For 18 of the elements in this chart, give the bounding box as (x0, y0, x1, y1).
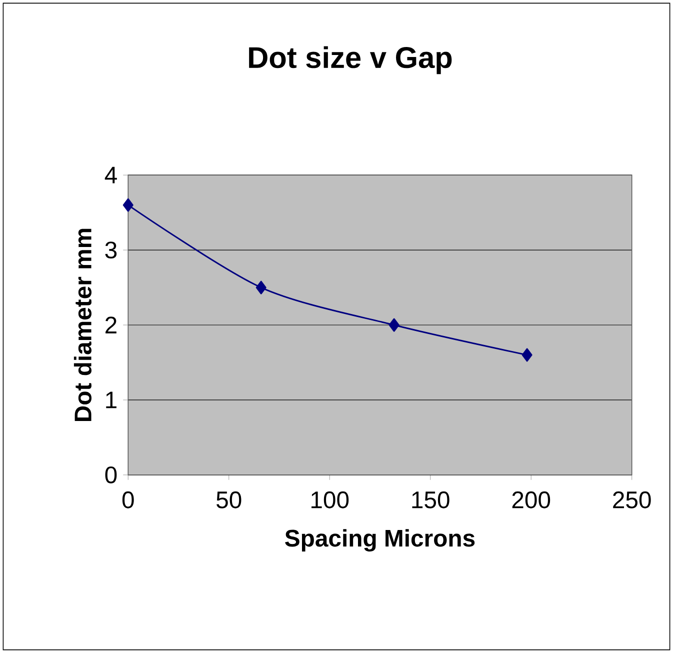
x-tick-label: 100 (312, 491, 349, 508)
chart-title: Dot size v Gap (249, 46, 452, 74)
y-tick-label: 1 (106, 392, 116, 408)
y-axis-title: Dot diameter mm (74, 228, 92, 421)
y-tick-label: 2 (106, 316, 116, 334)
y-tick-label: 0 (105, 466, 117, 484)
x-tick-label: 50 (216, 491, 242, 508)
point (522, 348, 532, 362)
point (388, 318, 400, 332)
x-axis-title: Spacing Microns (285, 529, 475, 552)
x-tick-label: 200 (512, 491, 550, 508)
x-tick-label: 0 (122, 491, 134, 508)
y-tick-label: 3 (105, 242, 117, 258)
point (122, 198, 134, 212)
point (256, 280, 266, 294)
x-tick-label: 150 (412, 491, 450, 508)
x-tick-label: 250 (613, 491, 651, 508)
y-tick-label: 4 (104, 166, 117, 184)
